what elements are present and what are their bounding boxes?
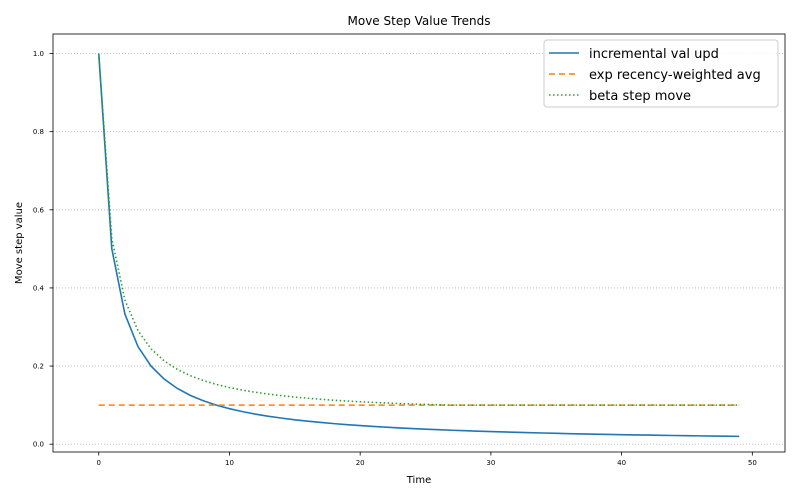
chart-title: Move Step Value Trends [348,14,491,28]
series-line-0 [97,53,740,438]
x-tick-label-5: 50 [748,459,757,467]
x-tick-label-3: 30 [486,459,495,467]
y-tick-label-1: 0.2 [33,363,44,371]
y-axis-label: Move step value [14,202,25,284]
x-tick-label-4: 40 [617,459,626,467]
y-tick-label-4: 0.8 [33,128,44,136]
y-tick-label-5: 1.0 [33,50,44,58]
legend-box [543,39,779,108]
y-tick-label-2: 0.4 [33,284,45,292]
legend-label-exp-avg: exp recency-weighted avg [589,68,761,83]
y-tick-label-3: 0.6 [33,206,45,214]
y-axis-ticks: 0.0 0.2 0.4 0.6 0.8 1.0 [33,50,53,449]
x-tick-label-2: 20 [356,459,365,467]
y-tick-label-0: 0.0 [33,441,44,449]
series-group [97,53,740,438]
legend-label-incremental: incremental val upd [589,47,719,62]
x-tick-label-1: 10 [225,459,234,467]
legend-label-beta: beta step move [589,89,691,104]
x-tick-label-0: 0 [97,459,101,467]
series-line-2 [97,53,740,406]
x-axis-label: Time [406,475,431,486]
x-axis-ticks: 0 10 20 30 40 50 [97,452,757,467]
grid [53,53,785,445]
plot-frame [52,33,786,453]
legend: incremental val upd exp recency-weighted… [543,39,779,108]
